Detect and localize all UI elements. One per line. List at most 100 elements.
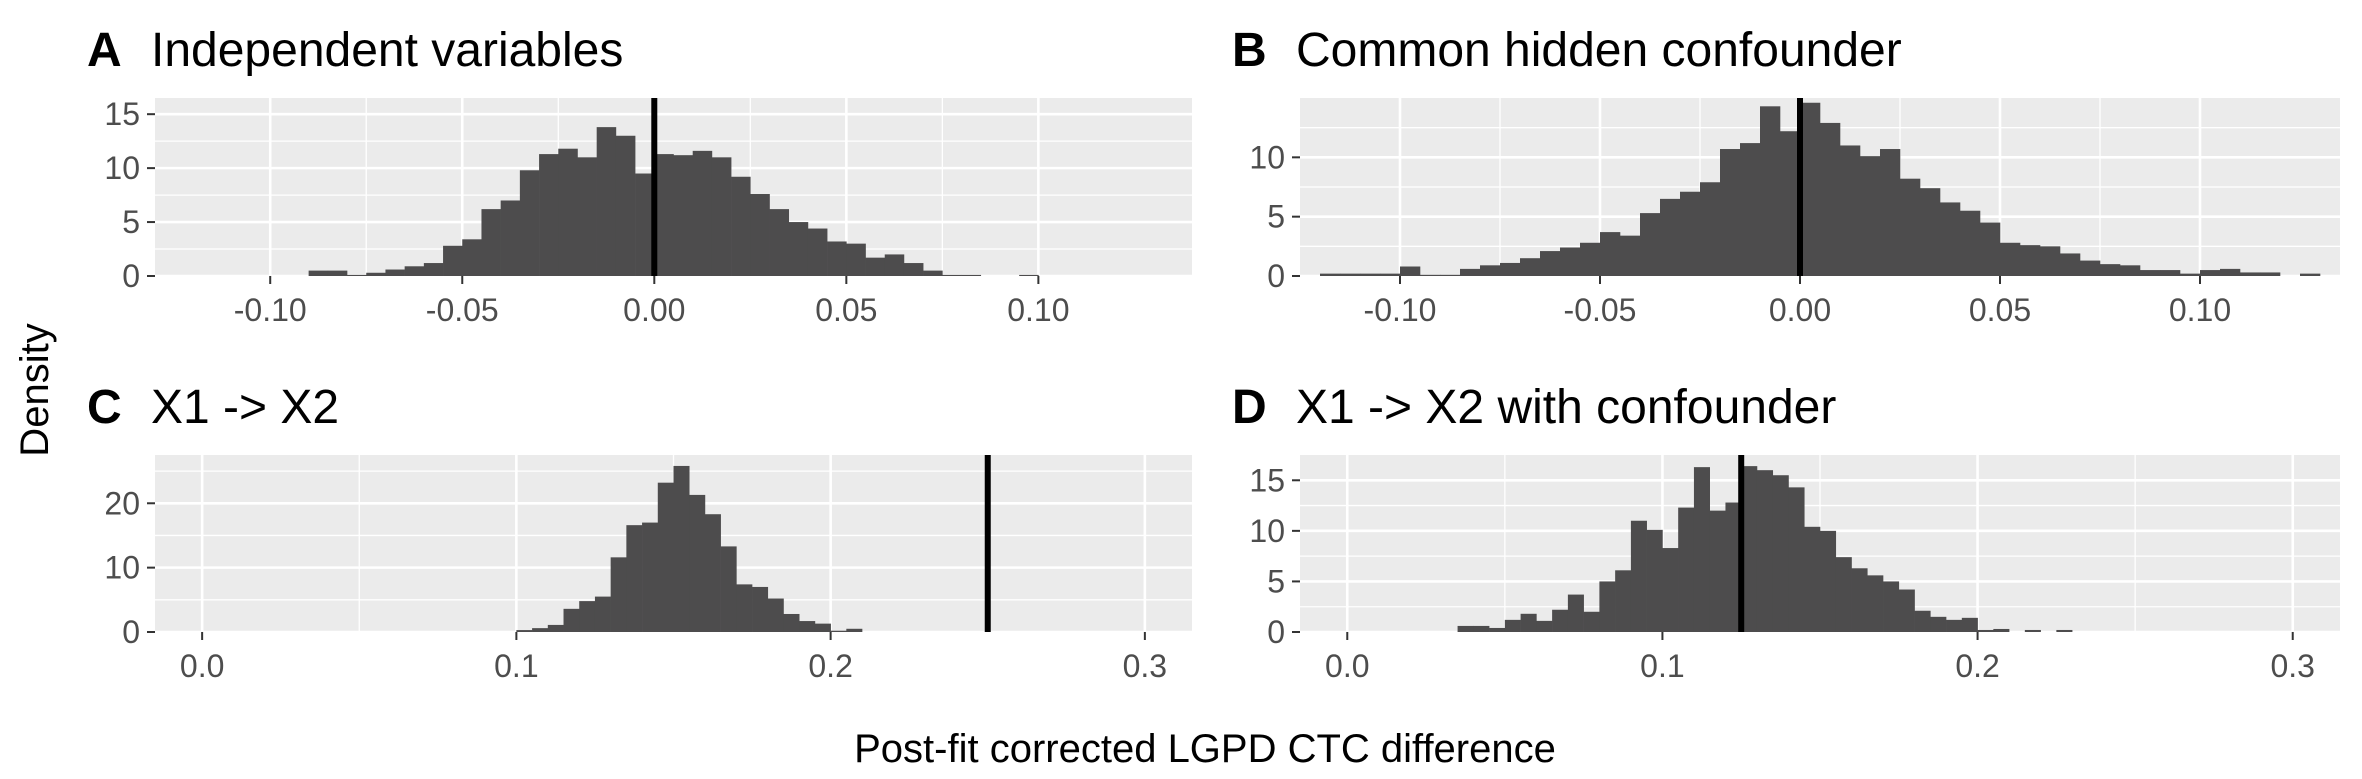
y-tick-label: 10 <box>104 550 140 586</box>
histogram-bar <box>577 157 597 276</box>
histogram-bar <box>720 546 737 632</box>
histogram-bar <box>846 628 863 632</box>
histogram-bar <box>884 254 905 276</box>
histogram-bar <box>1678 507 1695 632</box>
x-tick-label: -0.05 <box>426 292 499 328</box>
y-tick-label: 10 <box>1249 513 1285 549</box>
histogram-bar <box>1930 616 1947 632</box>
histogram-bar <box>1756 470 1774 632</box>
histogram-bar <box>827 241 847 276</box>
x-tick-label: 0.1 <box>494 648 538 684</box>
histogram-bar <box>635 173 655 276</box>
y-tick-label: 0 <box>1267 258 1285 294</box>
x-tick-label: 0.3 <box>2270 648 2314 684</box>
histogram-bar <box>1340 273 1361 276</box>
histogram-bar <box>1800 102 1821 276</box>
histogram-bar <box>1440 274 1461 276</box>
panel-b: -0.10 -0.05 0.00 0.05 0.10 0 5 10 B Common hidden… <box>1232 24 2340 328</box>
histogram-bar <box>1709 510 1726 632</box>
histogram-bar <box>1804 526 1821 632</box>
y-tick-label: 10 <box>104 150 140 186</box>
histogram-bar <box>1940 202 1961 276</box>
y-tick-label: 0 <box>122 614 140 650</box>
histogram-bar <box>1961 617 1978 632</box>
histogram-bar <box>594 596 611 632</box>
y-tick-label: 5 <box>1267 199 1285 235</box>
histogram-bar <box>903 263 924 276</box>
histogram-bar <box>610 557 627 632</box>
histogram-bar <box>942 274 962 276</box>
histogram-bar <box>1019 274 1039 276</box>
histogram-bar <box>327 270 348 276</box>
histogram-bar <box>1504 619 1521 632</box>
histogram-bar <box>385 269 405 276</box>
histogram-bar <box>308 270 329 276</box>
histogram-bar <box>1725 502 1742 632</box>
histogram-bar <box>1536 620 1553 632</box>
histogram-bar <box>2040 246 2061 276</box>
histogram-bar <box>1500 262 1521 276</box>
histogram-bar <box>404 266 425 276</box>
histogram-bar <box>1760 106 1781 276</box>
histogram-bar <box>1960 210 1981 276</box>
histogram-bar <box>1860 156 1881 276</box>
histogram-bar <box>1457 625 1474 632</box>
histogram-bar <box>519 170 540 276</box>
histogram-bar <box>626 525 643 632</box>
histogram-bar <box>1780 131 1801 276</box>
histogram-bar <box>767 598 784 632</box>
x-tick-label: -0.10 <box>1364 292 1437 328</box>
histogram-bar <box>783 613 800 632</box>
histogram-bar <box>1741 466 1758 632</box>
panel-d-title: X1 -> X2 with confounder <box>1296 381 1836 434</box>
histogram-bar <box>500 200 521 276</box>
histogram-bar <box>2056 629 2073 632</box>
x-tick-label: 0.00 <box>623 292 685 328</box>
histogram-bar <box>2140 270 2161 276</box>
histogram-bar <box>1883 581 1900 632</box>
histogram-bar <box>1480 265 1501 276</box>
histogram-bar <box>673 155 694 276</box>
histogram-bar <box>799 621 816 632</box>
histogram-bar <box>1867 575 1884 632</box>
histogram-bar <box>961 274 982 276</box>
x-tick-label: 0.2 <box>1955 648 1999 684</box>
panel-a: -0.10 -0.05 0.00 0.05 0.10 0 5 10 15 A Independent… <box>87 24 1192 328</box>
histogram-bar <box>516 630 533 632</box>
histogram-bar <box>563 608 580 632</box>
histogram-bar <box>2220 268 2241 276</box>
histogram-bar <box>2024 629 2041 632</box>
panel-d: 0.0 0.1 0.2 0.3 0 5 10 15 D X1 -> X2 with confoun… <box>1232 381 2340 684</box>
histogram-bar <box>1835 557 1852 632</box>
y-tick-label: 0 <box>1267 614 1285 650</box>
x-tick-label: -0.10 <box>234 292 307 328</box>
histogram-bar <box>1840 145 1861 276</box>
histogram-bar <box>1920 188 1941 276</box>
x-tick-label: 0.3 <box>1123 648 1167 684</box>
histogram-bar <box>1660 198 1681 276</box>
histogram-bar <box>1552 609 1569 632</box>
histogram-bar <box>1640 213 1661 276</box>
histogram-bar <box>788 222 809 276</box>
histogram-bar <box>423 263 444 276</box>
x-tick-label: 0.10 <box>2169 292 2231 328</box>
y-tick-label: 15 <box>1249 462 1285 498</box>
histogram-bar <box>443 245 463 276</box>
histogram-bar <box>1630 520 1647 632</box>
x-tick-label: 0.05 <box>1969 292 2031 328</box>
histogram-bar <box>2300 273 2321 276</box>
histogram-bar <box>2180 273 2201 276</box>
histogram-bar <box>1380 273 1401 276</box>
histogram-bar <box>1740 143 1761 276</box>
y-axis-label: Density <box>13 323 57 456</box>
histogram-bar <box>1980 222 2001 276</box>
x-tick-label: -0.05 <box>1564 292 1637 328</box>
histogram-bar <box>1583 611 1600 632</box>
histogram-bar <box>532 628 549 632</box>
panel-b-title: Common hidden confounder <box>1296 24 1902 77</box>
histogram-bar <box>1993 628 2010 632</box>
histogram-bar <box>2200 270 2221 276</box>
histogram-bar <box>596 127 617 276</box>
histogram-bar <box>1772 475 1789 632</box>
